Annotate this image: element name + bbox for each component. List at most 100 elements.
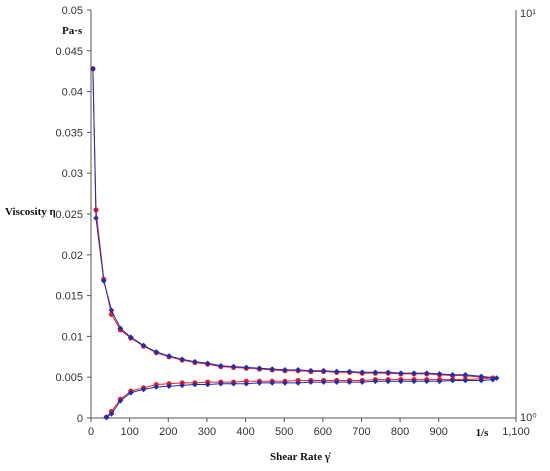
data-point	[436, 371, 443, 377]
data-point	[320, 379, 327, 385]
x-tick-label: 0	[88, 426, 94, 438]
data-point	[127, 389, 134, 396]
data-point	[436, 378, 443, 385]
data-point	[230, 380, 237, 387]
data-point	[346, 379, 353, 385]
y-tick-label: 0.005	[55, 372, 83, 384]
data-point	[218, 380, 224, 387]
x-tick-label: 800	[391, 426, 409, 438]
data-point	[108, 307, 115, 314]
data-point	[385, 369, 391, 376]
y-tick-label: 0.015	[55, 291, 83, 303]
data-point	[166, 383, 172, 389]
data-point	[333, 379, 340, 385]
series-layer	[90, 65, 500, 420]
data-point	[493, 375, 500, 381]
data-point	[411, 378, 417, 385]
x-tick-label: 1,100	[502, 426, 530, 438]
data-point	[449, 377, 456, 384]
data-point	[320, 367, 327, 374]
data-point	[179, 382, 185, 389]
data-point	[308, 379, 314, 385]
y-ticks: 0 0.005 0.01 0.015 0.02 0.025 0.03 0.035 0.04 0.0…	[55, 5, 91, 425]
y-axis-title: Viscosity η	[5, 206, 56, 218]
data-point	[449, 371, 456, 378]
x-tick-label: 200	[159, 426, 177, 438]
data-point	[256, 380, 263, 386]
data-point	[93, 215, 99, 221]
data-point	[372, 369, 379, 376]
y-tick-label: 0.045	[55, 46, 83, 58]
data-point	[269, 366, 276, 372]
data-point	[359, 379, 366, 385]
data-point	[256, 365, 263, 372]
series-2	[90, 65, 500, 420]
data-point	[166, 353, 172, 359]
right-axis-label-top: 10¹	[520, 8, 536, 20]
data-point	[117, 398, 124, 404]
data-point	[103, 414, 110, 420]
x-tick-label: 600	[314, 426, 332, 438]
data-point	[462, 371, 469, 378]
y-tick-label: 0.02	[62, 250, 83, 262]
y-tick-label: 0.04	[62, 87, 83, 99]
x-tick-label: 400	[236, 426, 254, 438]
data-point	[398, 370, 404, 376]
data-point	[127, 334, 134, 341]
x-unit-label: 1/s	[476, 427, 490, 439]
y-tick-label: 0.035	[55, 127, 83, 139]
data-point	[282, 367, 288, 373]
data-point	[243, 364, 250, 371]
data-point	[295, 380, 301, 386]
y-tick-label: 0.03	[62, 168, 83, 180]
data-point	[295, 367, 301, 373]
data-point	[423, 378, 430, 385]
data-point	[398, 378, 404, 385]
data-point	[372, 378, 379, 385]
x-tick-label: 300	[198, 426, 216, 438]
data-point	[478, 377, 485, 384]
data-point	[478, 373, 485, 380]
data-point	[308, 367, 314, 374]
y-tick-label: 0.01	[62, 331, 83, 343]
data-point	[423, 370, 430, 376]
y-unit-label: Pa·s	[62, 25, 83, 37]
data-point	[117, 325, 124, 332]
data-point	[282, 380, 288, 386]
data-point	[153, 384, 160, 390]
x-ticks: 0 100 200 300 400 500 600 700 800 900 1,100	[88, 418, 530, 438]
data-point	[243, 380, 250, 387]
data-point	[192, 358, 198, 365]
data-point	[90, 65, 96, 72]
data-point	[153, 349, 160, 355]
data-point	[269, 380, 276, 386]
data-point	[359, 369, 366, 376]
y-tick-label: 0.05	[62, 5, 83, 17]
y-tick-label: 0.025	[55, 209, 83, 221]
data-point	[230, 363, 237, 370]
x-tick-label: 700	[352, 426, 370, 438]
data-point	[218, 362, 224, 369]
data-point	[192, 381, 198, 388]
data-point	[204, 381, 211, 388]
data-point	[179, 356, 185, 363]
x-tick-label: 500	[275, 426, 293, 438]
data-point	[462, 377, 469, 384]
data-point	[108, 411, 115, 417]
data-point	[140, 386, 147, 393]
x-tick-label: 900	[430, 426, 448, 438]
data-point	[411, 370, 417, 376]
x-tick-label: 100	[120, 426, 138, 438]
data-point	[385, 378, 391, 385]
data-point	[333, 368, 340, 375]
data-point	[100, 278, 107, 284]
data-point	[346, 368, 353, 375]
data-point	[204, 360, 211, 367]
right-axis-label-bottom: 10⁰	[520, 412, 537, 424]
data-point	[140, 342, 147, 349]
x-axis-title: Shear Rate γ̇	[270, 451, 331, 463]
data-point	[490, 376, 496, 383]
y-tick-label: 0	[77, 413, 83, 425]
